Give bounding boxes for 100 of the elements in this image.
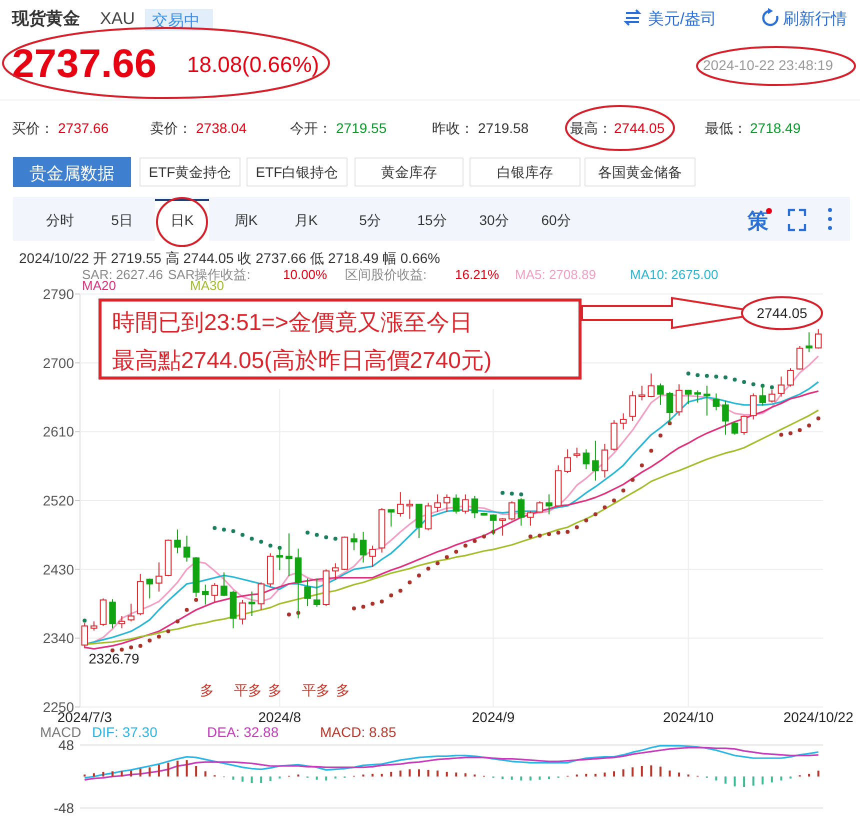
annotation: 平多 <box>302 682 330 698</box>
bar <box>139 768 142 776</box>
point <box>240 532 245 537</box>
candlestick <box>146 578 154 599</box>
bar <box>316 776 318 780</box>
point <box>166 629 170 634</box>
text: 30分 <box>479 212 509 228</box>
point <box>82 618 87 623</box>
series-label: DEA: 32.88 <box>207 724 279 740</box>
bar <box>232 776 234 780</box>
candlestick <box>416 504 422 538</box>
bar <box>130 770 132 776</box>
bar <box>770 776 773 782</box>
bar <box>678 772 680 776</box>
y-tick-label: 2340 <box>42 630 74 646</box>
bar <box>548 776 550 780</box>
annotation: 多 <box>336 682 350 698</box>
candlestick <box>452 494 460 514</box>
bar <box>408 769 411 776</box>
point <box>120 648 124 652</box>
point <box>528 534 532 538</box>
candlestick <box>518 498 525 526</box>
point <box>306 530 310 535</box>
point <box>454 550 458 554</box>
point <box>194 598 198 602</box>
point <box>584 518 588 522</box>
point <box>519 492 524 496</box>
point <box>816 416 820 420</box>
point <box>176 619 180 624</box>
bar <box>242 776 244 782</box>
point <box>686 372 690 376</box>
candlestick <box>202 584 209 606</box>
text: 买价： <box>12 120 54 136</box>
candlestick <box>304 578 311 607</box>
point <box>436 561 440 566</box>
bar <box>604 772 606 776</box>
bar <box>640 766 643 776</box>
bar <box>520 776 522 780</box>
point <box>444 555 449 560</box>
candlestick <box>350 532 358 551</box>
bar <box>436 770 439 776</box>
point <box>156 634 161 639</box>
bar <box>120 771 123 776</box>
candlestick <box>369 545 376 568</box>
candlestick <box>156 562 162 592</box>
candlestick <box>712 392 720 411</box>
candlestick <box>814 328 822 350</box>
candlestick <box>183 535 190 562</box>
text: 现货黄金 <box>11 9 80 28</box>
bar <box>260 776 262 784</box>
x-tick-label: 2024/10/22 <box>783 709 854 725</box>
bar <box>399 770 402 776</box>
point <box>593 512 598 516</box>
candlestick <box>443 494 450 512</box>
candlestick <box>508 500 516 521</box>
point <box>138 644 142 648</box>
point <box>333 536 338 541</box>
annotation: 最高點2744.05(高於昨日高價2740元) <box>112 347 492 373</box>
text: 10.00% <box>283 267 328 282</box>
point <box>110 648 115 652</box>
text: 18.08(0.66%) <box>187 52 320 77</box>
point <box>361 604 366 609</box>
candlestick <box>731 421 738 436</box>
bar <box>724 776 726 784</box>
bar <box>269 776 272 782</box>
candlestick <box>220 572 228 597</box>
bar <box>752 776 754 786</box>
point <box>389 593 394 598</box>
bar <box>715 776 718 780</box>
point <box>566 530 570 534</box>
candlestick <box>388 509 395 528</box>
bar <box>817 770 820 776</box>
bar <box>250 776 253 784</box>
candlestick <box>620 412 627 430</box>
bar <box>613 771 616 776</box>
point <box>370 602 375 606</box>
text: 昨收： <box>432 120 474 136</box>
candlestick <box>574 447 580 458</box>
candlestick <box>704 385 710 416</box>
annotation: 多 <box>268 682 282 698</box>
candlestick <box>258 582 264 610</box>
text: 5日 <box>111 212 133 228</box>
candlestick <box>332 562 339 581</box>
point <box>732 378 737 382</box>
point <box>463 544 468 548</box>
point <box>751 382 756 386</box>
candlestick <box>248 591 256 616</box>
point <box>324 535 328 540</box>
text: 2719.58 <box>478 120 529 136</box>
bar <box>594 774 596 776</box>
bar <box>167 762 170 776</box>
text: SAR操作收益: <box>168 267 250 282</box>
candlestick <box>759 385 766 406</box>
point <box>538 534 542 538</box>
text: MA5: 2708.89 <box>515 267 596 282</box>
text: 2737.66 <box>58 120 109 136</box>
text: 月K <box>294 212 318 228</box>
text: 最高： <box>570 120 612 136</box>
candlestick <box>750 392 757 420</box>
bar <box>148 767 151 776</box>
